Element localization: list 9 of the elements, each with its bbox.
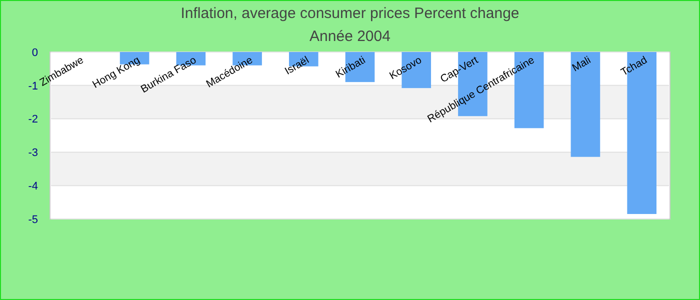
chart-subtitle: Année 2004 bbox=[310, 28, 390, 45]
y-tick-label: 0 bbox=[32, 46, 38, 59]
y-tick-label: -4 bbox=[28, 180, 38, 192]
y-tick-label: -3 bbox=[28, 147, 38, 160]
x-tick-label: Mali bbox=[570, 54, 593, 74]
y-tick-label: -5 bbox=[28, 214, 38, 226]
chart-title: Inflation, average consumer prices Percent change bbox=[180, 5, 520, 22]
y-tick-label: -2 bbox=[28, 114, 38, 126]
y-tick-label: -1 bbox=[28, 80, 38, 92]
